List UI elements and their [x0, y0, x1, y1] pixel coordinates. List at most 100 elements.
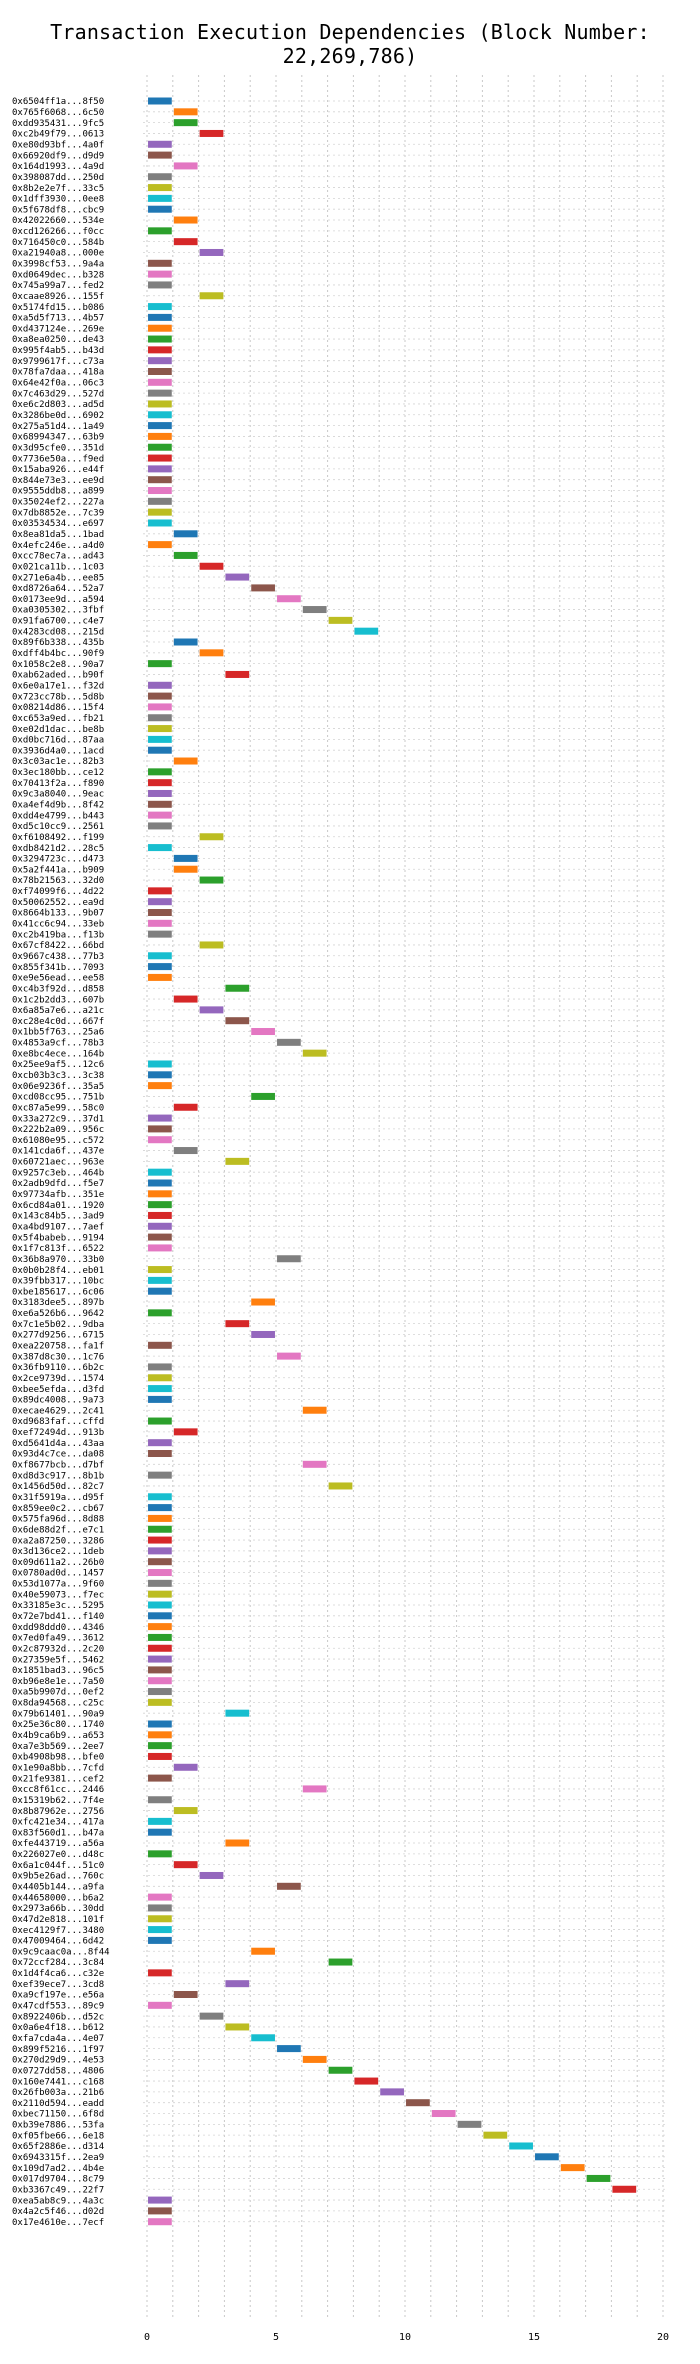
tx-label: 0x3c03ac1e...82b3: [12, 757, 104, 767]
tx-label: 0x1456d50d...82c7: [12, 1482, 104, 1492]
tx-bar: [483, 2131, 508, 2139]
tx-label: 0xc28e4c0d...667f: [12, 1017, 104, 1027]
tx-label: 0x3d95cfe0...351d: [12, 443, 104, 453]
tx-label: 0xd9683faf...cffd: [12, 1417, 104, 1427]
tx-label: 0x6504ff1a...8f50: [12, 97, 104, 107]
tx-bar: [148, 324, 172, 332]
tx-bar: [148, 173, 172, 181]
tx-bar: [148, 844, 172, 852]
tx-bar: [277, 1882, 301, 1890]
tx-bar: [148, 963, 172, 971]
tx-label: 0x25e36c80...1740: [12, 1720, 104, 1730]
tx-label: 0x164d1993...4a9d: [12, 162, 104, 172]
tx-bar: [148, 508, 172, 516]
tx-bar: [328, 1482, 353, 1490]
tx-label: 0xfe443719...a56a: [12, 1839, 104, 1849]
tx-bar: [148, 2196, 172, 2204]
tx-label: 0x859ee0c2...cb67: [12, 1504, 104, 1514]
tx-label: 0x8b2e2e7f...33c5: [12, 184, 104, 194]
tx-label: 0x0727dd58...4806: [12, 2066, 104, 2076]
tx-bar: [354, 2077, 379, 2085]
tx-bar: [148, 1493, 172, 1501]
tx-bar: [199, 248, 224, 256]
tx-bar: [277, 1255, 301, 1263]
tx-bar: [173, 1103, 198, 1111]
tx-label: 0x3183dee5...897b: [12, 1298, 104, 1308]
tx-label: 0x21fe9381...cef2: [12, 1774, 104, 1784]
tx-label: 0xd8d3c917...8b1b: [12, 1471, 104, 1481]
tx-label: 0x5a2f441a...b909: [12, 865, 104, 875]
tx-label: 0xab62aded...b90f: [12, 671, 104, 681]
tx-label: 0x4b9ca6b9...a653: [12, 1731, 104, 1741]
tx-label: 0x83f560d1...b47a: [12, 1828, 104, 1838]
tx-label: 0xe6a526b6...9642: [12, 1309, 104, 1319]
tx-label: 0x03534534...e697: [12, 519, 104, 529]
tx-bar: [148, 1774, 172, 1782]
tx-label: 0xdd98ddd0...4346: [12, 1623, 104, 1633]
tx-bar: [225, 1980, 250, 1988]
tx-label: 0x765f6068...6c50: [12, 108, 104, 118]
tx-label: 0xa2a87250...3286: [12, 1536, 104, 1546]
tx-label: 0xfa7cda4a...4e07: [12, 2034, 104, 2044]
tx-label: 0x021ca11b...1c03: [12, 562, 104, 572]
tx-label: 0x387d8c30...1c76: [12, 1352, 104, 1362]
tx-label: 0x41cc6c94...33eb: [12, 920, 104, 930]
tx-bar: [199, 2012, 224, 2020]
tx-label: 0xe80d93bf...4a0f: [12, 140, 104, 150]
tx-bar: [148, 1547, 172, 1555]
tx-bar: [148, 789, 172, 797]
tx-bar: [173, 108, 198, 116]
tx-label: 0x8da94568...c25c: [12, 1699, 104, 1709]
tx-bar: [148, 887, 172, 895]
tx-bar: [173, 216, 198, 224]
tx-label: 0x42022660...534e: [12, 216, 104, 226]
tx-bar: [225, 1839, 250, 1847]
tx-label: 0x53d1077a...9f60: [12, 1580, 104, 1590]
tx-bar: [148, 1720, 172, 1728]
tx-label: 0x4efc246e...a4d0: [12, 541, 104, 551]
x-tick-label: 15: [528, 2332, 540, 2343]
tx-label: 0x226027e0...d48c: [12, 1850, 104, 1860]
tx-label: 0x89f6b338...435b: [12, 638, 104, 648]
tx-bar: [148, 1569, 172, 1577]
tx-label: 0x2c87932d...2c20: [12, 1644, 104, 1654]
tx-label: 0xd0bc716d...87aa: [12, 736, 104, 746]
tx-label: 0x08214d86...15f4: [12, 703, 104, 713]
tx-bar: [148, 519, 172, 527]
tx-bar: [148, 1850, 172, 1858]
tx-label: 0x9667c438...77b3: [12, 952, 104, 962]
tx-label: 0xcc78ec7a...ad43: [12, 552, 104, 562]
tx-label: 0x855f341b...7093: [12, 963, 104, 973]
tx-label: 0x7ed0fa49...3612: [12, 1634, 104, 1644]
tx-label: 0x15319b62...7f4e: [12, 1796, 104, 1806]
tx-label: 0x47cdf553...89c9: [12, 2002, 104, 2012]
tx-bar: [148, 259, 172, 267]
tx-bar: [277, 1352, 301, 1360]
tx-bar: [148, 811, 172, 819]
tx-bar: [148, 1893, 172, 1901]
tx-label: 0x68994347...63b9: [12, 433, 104, 443]
tx-bar: [277, 595, 301, 603]
tx-label: 0xcb03b3c3...3c38: [12, 1071, 104, 1081]
tx-label: 0x0780ad0d...1457: [12, 1569, 104, 1579]
tx-bar: [148, 1644, 172, 1652]
tx-bar: [148, 1439, 172, 1447]
tx-label: 0x271e6a4b...ee85: [12, 573, 104, 583]
tx-bar: [173, 638, 198, 646]
tx-bar: [148, 389, 172, 397]
tx-label: 0x64e42f0a...06c3: [12, 379, 104, 389]
tx-bar: [251, 2034, 275, 2042]
tx-label: 0x3936d4a0...1acd: [12, 746, 104, 756]
tx-bar: [148, 1136, 172, 1144]
tx-label: 0xa0305302...3fbf: [12, 606, 104, 616]
tx-bar: [251, 1298, 275, 1306]
tx-bar: [148, 1504, 172, 1512]
tx-label: 0x141cda6f...437e: [12, 1147, 104, 1157]
tx-bar: [560, 2164, 585, 2172]
tx-bar: [148, 97, 172, 105]
tx-bar: [173, 162, 198, 170]
tx-bar: [173, 865, 198, 873]
tx-bar: [148, 1915, 172, 1923]
tx-label: 0xe02d1dac...be8b: [12, 725, 104, 735]
tx-bar: [173, 119, 198, 127]
